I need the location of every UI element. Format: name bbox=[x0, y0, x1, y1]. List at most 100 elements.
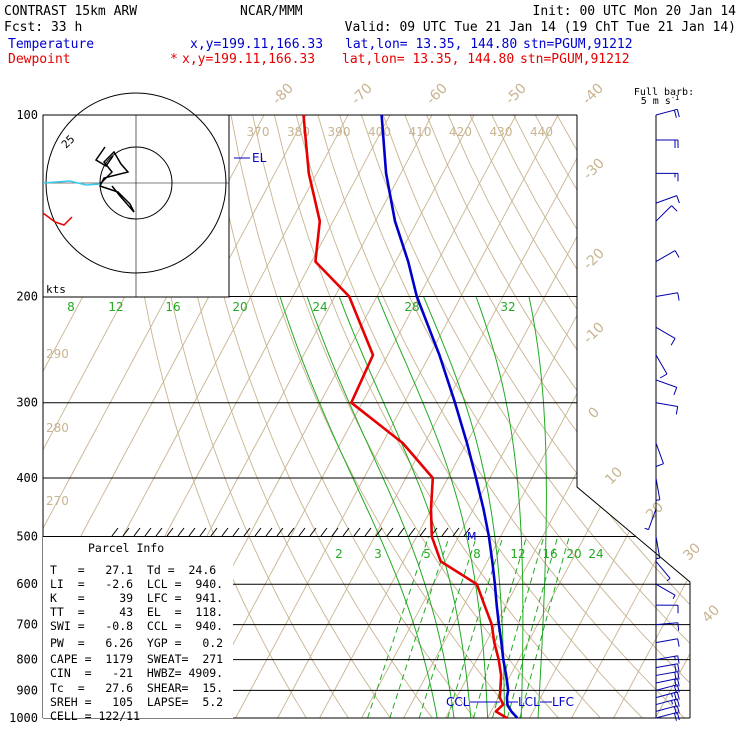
wind-barb-flag bbox=[673, 387, 678, 396]
wind-barb-shaft bbox=[655, 583, 676, 596]
moist-adiabat-label: 8 bbox=[67, 300, 75, 314]
isotherm-line bbox=[571, 115, 690, 718]
temperature-legend: Temperature bbox=[8, 37, 94, 52]
wind-barb-flag bbox=[674, 672, 677, 681]
hodograph-trace-surface bbox=[42, 212, 73, 226]
pressure-tick-label: 700 bbox=[16, 618, 38, 632]
barb-unit: 5 m s-1 bbox=[641, 94, 680, 107]
wind-barb-shaft bbox=[655, 402, 678, 407]
moist-adiabat-label: 20 bbox=[232, 300, 247, 314]
parcel-row: SWI = -0.8 CCL = 940. bbox=[50, 619, 223, 633]
pressure-tick-label: 600 bbox=[16, 577, 38, 591]
isotherm-line bbox=[43, 115, 181, 718]
temperature-station: stn=PGUM,91212 bbox=[523, 37, 633, 52]
wind-barb-shaft bbox=[655, 655, 678, 661]
hatch-mark bbox=[364, 527, 372, 537]
pressure-tick-label: 800 bbox=[16, 653, 38, 667]
dry-adiabat-line bbox=[143, 115, 349, 718]
pressure-tick-label: 500 bbox=[16, 529, 38, 543]
hatch-mark bbox=[133, 527, 141, 537]
wind-barb-shaft bbox=[655, 711, 678, 719]
wind-barb-flag bbox=[673, 699, 677, 708]
wind-barb-shaft bbox=[655, 684, 678, 691]
dewpoint-xy: x,y=199.11,166.33 bbox=[182, 52, 315, 67]
mixing-ratio-label: 8 bbox=[473, 547, 481, 561]
valid-time: Valid: 09 UTC Tue 21 Jan 14 (19 ChT Tue … bbox=[345, 20, 736, 35]
mixing-ratio-line bbox=[367, 536, 430, 718]
wind-barb-flag bbox=[671, 700, 673, 705]
dry-adiabat-line bbox=[317, 115, 685, 718]
mixing-ratio-line bbox=[389, 536, 450, 718]
pressure-tick-label: 900 bbox=[16, 683, 38, 697]
parcel-row: CELL = 122/11 bbox=[50, 709, 140, 723]
ccl-label: CCL bbox=[446, 695, 470, 709]
hatch-mark bbox=[232, 527, 240, 537]
theta-label: 420 bbox=[449, 125, 472, 139]
pressure-tick-label: 300 bbox=[16, 396, 38, 410]
lfc-label: LFC bbox=[552, 695, 574, 709]
dry-adiabat-line bbox=[556, 115, 690, 718]
wind-barb-flag bbox=[677, 678, 680, 687]
hatch-mark bbox=[386, 527, 394, 537]
dewpoint-station: stn=PGUM,91212 bbox=[520, 52, 630, 67]
mixing-ratio-line bbox=[506, 536, 559, 718]
wind-barb-flag bbox=[677, 655, 680, 664]
parcel-row: LI = -2.6 LCL = 940. bbox=[50, 577, 223, 591]
barb-unit-text: 5 m s bbox=[641, 96, 671, 107]
wind-barb-flag bbox=[675, 406, 679, 415]
el-label: EL bbox=[252, 151, 267, 165]
mixing-ratio-label: 2 bbox=[335, 547, 343, 561]
wind-barb-flag bbox=[674, 656, 676, 661]
parcel-row: PW = 6.26 YGP = 0.2 bbox=[50, 636, 223, 650]
melting-level-label: M bbox=[467, 530, 477, 543]
wind-barb-shaft bbox=[655, 638, 678, 644]
wind-barb-flag bbox=[670, 338, 676, 346]
isotherm-label: -30 bbox=[580, 155, 607, 182]
mixing-ratio-line bbox=[473, 536, 528, 718]
parcel-row: TT = 43 EL = 118. bbox=[50, 605, 223, 619]
hatch-mark bbox=[397, 527, 405, 537]
pressure-tick-label: 400 bbox=[16, 471, 38, 485]
isotherm-line bbox=[655, 115, 690, 718]
isotherm-line bbox=[403, 115, 690, 718]
hatch-mark bbox=[298, 527, 306, 537]
hodograph-trace-upper bbox=[94, 146, 114, 168]
mixing-ratio-line bbox=[447, 536, 504, 718]
wind-barb-shaft bbox=[655, 477, 661, 500]
wind-barb-flag bbox=[673, 712, 677, 721]
hatch-mark bbox=[144, 527, 152, 537]
temperature-latlon: lat,lon= 13.35, 144.80 bbox=[345, 37, 517, 52]
sounding-profiles bbox=[302, 114, 519, 720]
theta-label: 270 bbox=[46, 494, 69, 508]
hatch-mark bbox=[452, 527, 460, 537]
hodograph-unit: kts bbox=[46, 283, 66, 296]
wind-barb-flag bbox=[674, 678, 677, 688]
mixing-ratio-label: 12 bbox=[510, 547, 525, 561]
wind-barb-flag bbox=[673, 109, 677, 118]
wind-barb-flag bbox=[673, 692, 677, 701]
pressure-tick-label: 100 bbox=[16, 108, 38, 122]
hatch-mark bbox=[122, 527, 130, 537]
hatch-mark bbox=[177, 527, 185, 537]
hatch-mark bbox=[243, 527, 251, 537]
wind-barb-flag bbox=[676, 705, 680, 714]
dry-adiabat-line bbox=[491, 115, 690, 718]
dewpoint-profile bbox=[302, 114, 508, 720]
dewpoint-latlon: lat,lon= 13.35, 144.80 bbox=[342, 52, 514, 67]
hatch-mark bbox=[353, 527, 361, 537]
wind-barb-shaft bbox=[655, 442, 664, 464]
wind-barb-flag bbox=[655, 463, 664, 467]
wind-barb-flag bbox=[677, 292, 680, 301]
isotherm-line bbox=[43, 115, 223, 718]
isotherm-line bbox=[613, 115, 690, 718]
wind-barb-flag bbox=[671, 205, 678, 212]
wind-barb-flag bbox=[659, 373, 668, 379]
isotherm-label: -10 bbox=[580, 319, 607, 346]
mixing-ratio-label: 20 bbox=[566, 547, 581, 561]
mixing-ratio-label: 16 bbox=[542, 547, 557, 561]
wind-barb-flag bbox=[677, 638, 680, 647]
parcel-info-background bbox=[43, 537, 233, 718]
isotherm-label: -60 bbox=[423, 80, 450, 107]
isotherm-line bbox=[235, 115, 559, 718]
